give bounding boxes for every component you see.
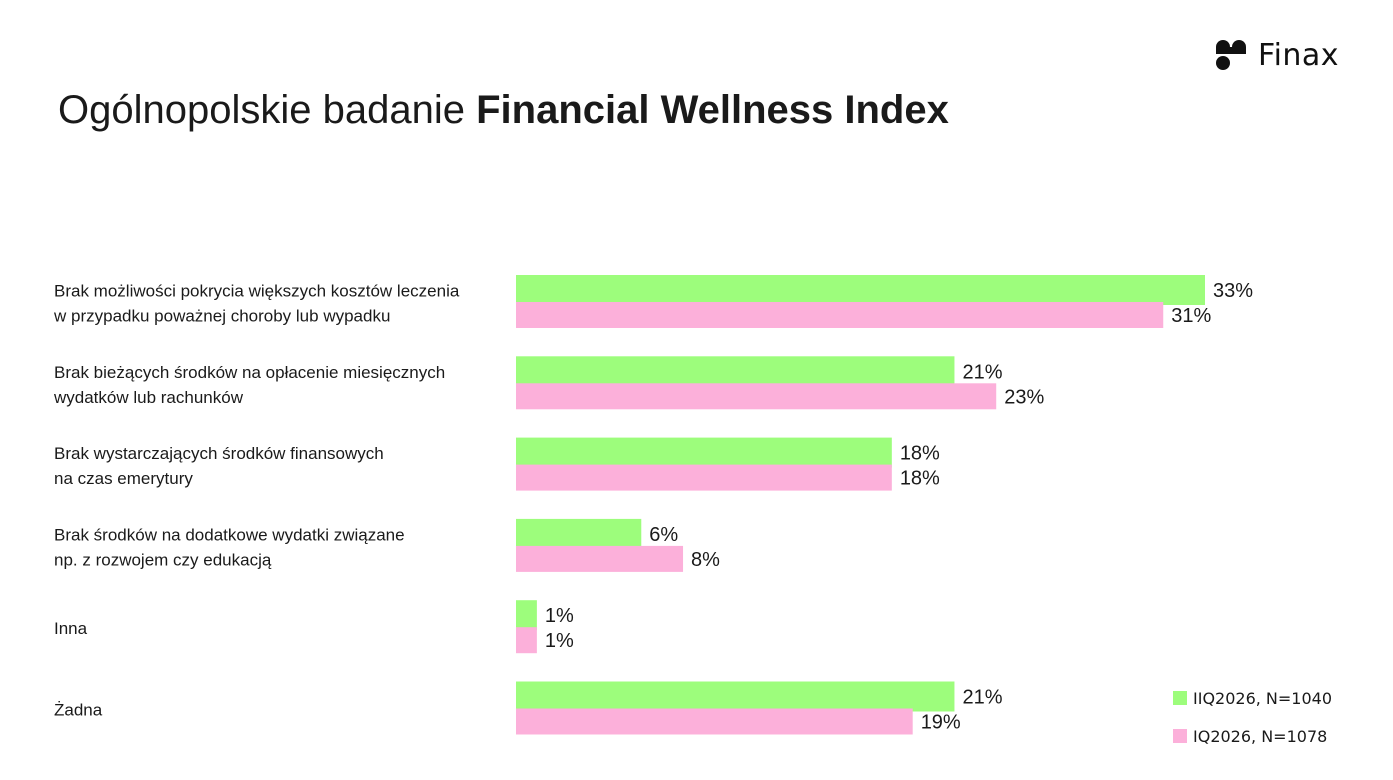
legend-label-series-2: IQ2026, N=1078 bbox=[1193, 726, 1328, 746]
data-label-series-1: 21% bbox=[962, 687, 1002, 709]
category-label: Żadna bbox=[54, 701, 103, 720]
category-label-line: Brak środków na dodatkowe wydatki związa… bbox=[54, 525, 405, 544]
data-label-series-2: 23% bbox=[1004, 386, 1044, 408]
legend-swatch-series-1 bbox=[1173, 691, 1187, 705]
data-label-series-1: 33% bbox=[1213, 280, 1253, 302]
legend-swatch-series-2 bbox=[1173, 729, 1187, 743]
category-label-line: Żadna bbox=[54, 701, 103, 720]
data-label-series-2: 31% bbox=[1171, 305, 1211, 327]
bar-series-2 bbox=[516, 464, 892, 491]
finax-logo-icon bbox=[1216, 39, 1246, 70]
bar-series-2 bbox=[516, 302, 1164, 328]
bar-series-1 bbox=[516, 600, 537, 631]
category-label: Inna bbox=[54, 619, 88, 638]
bar-series-1 bbox=[516, 681, 955, 712]
title-regular: Ogólnopolskie badanie bbox=[58, 88, 477, 132]
title-bold: Financial Wellness Index bbox=[476, 88, 949, 132]
bar-series-1 bbox=[516, 518, 642, 549]
bar-series-1 bbox=[516, 356, 955, 387]
category-label-line: Brak możliwości pokrycia większych koszt… bbox=[54, 282, 460, 301]
bar-series-2 bbox=[516, 708, 913, 735]
data-label-series-2: 19% bbox=[921, 712, 961, 734]
category-label-line: Inna bbox=[54, 619, 88, 638]
legend-item-series-2: IQ2026, N=1078 bbox=[1173, 726, 1332, 746]
bar-series-2 bbox=[516, 627, 537, 654]
bar-series-1 bbox=[516, 275, 1205, 305]
data-label-series-1: 21% bbox=[962, 361, 1002, 383]
category-label-line: na czas emerytury bbox=[54, 469, 193, 488]
bar-series-2 bbox=[516, 383, 997, 410]
category-label-line: wydatków lub rachunków bbox=[53, 388, 244, 407]
data-label-series-2: 1% bbox=[545, 630, 574, 652]
chart-legend: IIQ2026, N=1040 IQ2026, N=1078 bbox=[1173, 688, 1332, 764]
category-label-line: w przypadku poważnej choroby lub wypadku bbox=[53, 307, 390, 326]
category-label-line: Brak wystarczających środków finansowych bbox=[54, 444, 384, 463]
finax-logo: Finax bbox=[1214, 38, 1339, 73]
category-label: Brak bieżących środków na opłacenie mies… bbox=[53, 363, 445, 407]
legend-label-series-1: IIQ2026, N=1040 bbox=[1193, 688, 1333, 708]
legend-item-series-1: IIQ2026, N=1040 bbox=[1173, 688, 1332, 708]
category-label: Brak możliwości pokrycia większych koszt… bbox=[53, 282, 460, 326]
category-label-line: np. z rozwojem czy edukacją bbox=[54, 550, 272, 569]
data-label-series-1: 1% bbox=[545, 605, 574, 627]
data-label-series-1: 18% bbox=[900, 443, 940, 465]
bar-series-1 bbox=[516, 437, 892, 468]
data-label-series-2: 18% bbox=[900, 468, 940, 490]
category-label-line: Brak bieżących środków na opłacenie mies… bbox=[54, 363, 445, 382]
brand-name: Finax bbox=[1258, 38, 1340, 73]
page-title: Ogólnopolskie badanie Financial Wellness… bbox=[58, 88, 949, 133]
category-label: Brak wystarczających środków finansowych… bbox=[54, 444, 384, 488]
bar-series-2 bbox=[516, 545, 684, 572]
data-label-series-1: 6% bbox=[649, 524, 678, 546]
category-label: Brak środków na dodatkowe wydatki związa… bbox=[54, 525, 405, 569]
data-label-series-2: 8% bbox=[691, 549, 720, 571]
